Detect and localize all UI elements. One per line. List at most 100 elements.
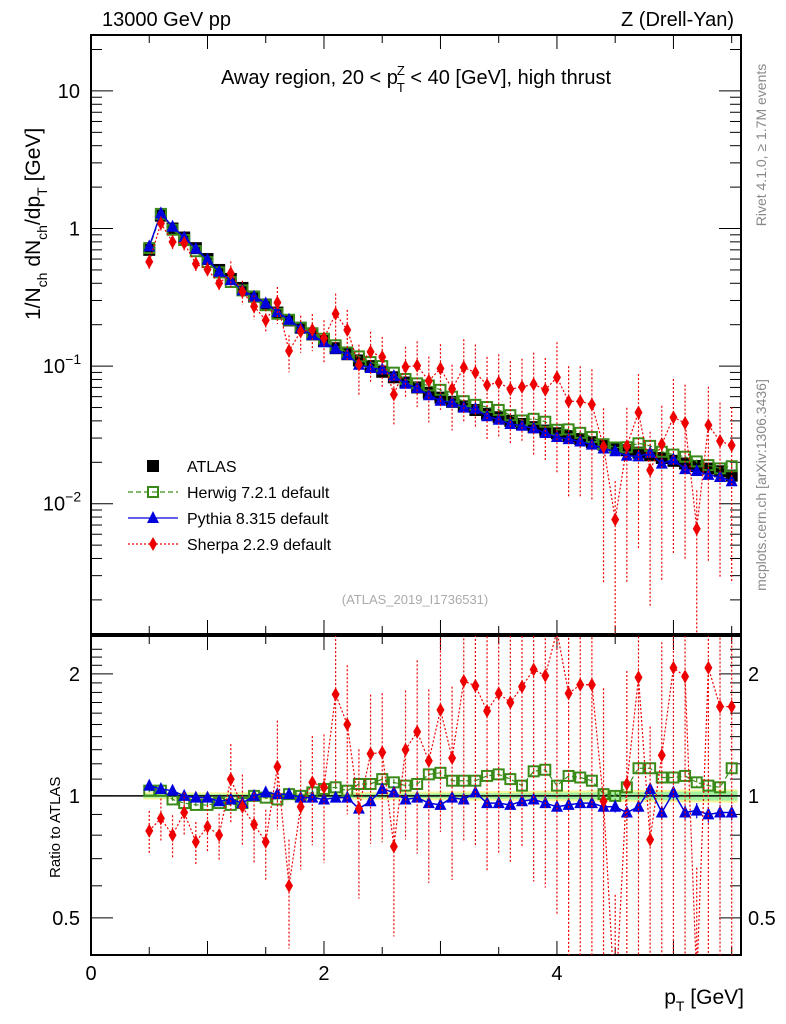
chart-title: Away region, 20 < pZ T < 40 [GeV], high t…	[221, 63, 612, 95]
legend-marker	[149, 537, 157, 551]
pythia-point	[667, 452, 680, 465]
x-tick-label: 2	[318, 963, 329, 985]
pythia-point	[213, 264, 226, 277]
pythia-ratio-point	[178, 788, 191, 801]
sherpa-ratio-point	[424, 753, 433, 768]
pythia-ratio-point	[143, 778, 156, 791]
sherpa-ratio-point	[448, 751, 457, 766]
pythia-point	[201, 252, 214, 265]
pythia-point	[341, 347, 354, 360]
sherpa-ratio-point	[622, 776, 631, 791]
pythia-ratio-point	[283, 787, 296, 800]
sherpa-ratio-point	[541, 668, 550, 683]
sherpa-point	[191, 256, 200, 271]
pythia-ratio-point	[329, 790, 342, 803]
pythia-ratio-point	[492, 796, 505, 809]
pythia-point	[154, 206, 167, 219]
sherpa-point	[354, 357, 363, 372]
pythia-ratio-point	[376, 781, 389, 794]
sherpa-point	[716, 434, 725, 449]
sherpa-point	[261, 313, 270, 328]
legend-entry-sherpa: Sherpa 2.2.9 default	[128, 537, 332, 554]
main-frame	[90, 34, 742, 635]
pythia-point	[189, 241, 202, 254]
ratio-panel: 0 2 4 2 2 1 1 0.5 0.5	[52, 635, 776, 985]
ratio-y-tick-label: 1	[69, 786, 80, 808]
sherpa-point	[483, 378, 492, 393]
sherpa-point	[168, 234, 177, 249]
sherpa-point	[611, 512, 620, 527]
sherpa-ratio-point	[203, 819, 212, 834]
herwig-ratio-point	[690, 776, 703, 789]
sherpa-point	[622, 439, 631, 454]
sherpa-ratio-point	[576, 677, 585, 692]
sherpa-ratio-point	[494, 686, 503, 701]
sherpa-ratio-point	[657, 748, 666, 763]
sherpa-ratio-point	[634, 670, 643, 685]
sherpa-ratio-point	[599, 794, 608, 809]
sherpa-point	[331, 306, 340, 321]
pythia-point	[259, 296, 272, 309]
herwig-line	[148, 212, 732, 470]
sherpa-point	[401, 359, 410, 374]
sherpa-point	[215, 276, 224, 291]
pythia-ratio-point	[550, 799, 563, 812]
sherpa-point	[541, 382, 550, 397]
pythia-point	[702, 467, 715, 480]
sherpa-point	[681, 415, 690, 430]
sherpa-point	[494, 375, 503, 390]
analysis-label: (ATLAS_2019_I1736531)	[342, 592, 488, 607]
x-axis-label: pT [GeV]	[664, 986, 744, 1014]
sherpa-point	[506, 382, 515, 397]
pythia-point	[585, 437, 598, 450]
legend-label: Sherpa 2.2.9 default	[187, 537, 332, 554]
sherpa-ratio-point	[681, 669, 690, 684]
sherpa-point	[250, 299, 259, 314]
ratio-y-axis-label: Ratio to ATLAS	[47, 777, 64, 878]
pythia-point	[679, 462, 692, 475]
sherpa-point	[529, 377, 538, 392]
pythia-point	[481, 409, 494, 422]
sherpa-point	[238, 284, 247, 299]
pythia-ratio-point	[166, 783, 179, 796]
legend-entry-herwig: Herwig 7.2.1 default	[128, 485, 330, 502]
main-y-axis-label: 1/Nch dNch/dpT [GeV]	[22, 128, 50, 320]
sherpa-ratio-point	[401, 742, 410, 757]
sherpa-point	[424, 373, 433, 388]
sherpa-ratio-point	[646, 832, 655, 847]
sherpa-point	[657, 437, 666, 452]
sherpa-point	[692, 521, 701, 536]
sherpa-point	[552, 370, 561, 385]
sherpa-ratio-point	[250, 817, 259, 832]
pythia-ratio-point	[341, 790, 354, 803]
sherpa-ratio-point	[226, 772, 235, 787]
y-tick-label: 10−2	[43, 489, 81, 516]
sherpa-ratio-point	[191, 834, 200, 849]
sherpa-ratio-point	[331, 687, 340, 702]
sherpa-ratio-point	[389, 839, 398, 854]
sherpa-ratio-point	[273, 759, 282, 774]
pythia-point	[562, 432, 575, 445]
sherpa-ratio-point	[413, 724, 422, 739]
sherpa-ratio-point	[354, 801, 363, 816]
ratio-y-tick-label: 0.5	[52, 908, 80, 930]
sherpa-ratio-point	[319, 780, 328, 795]
ratio-y-tick-label-right: 0.5	[748, 908, 776, 930]
sherpa-line	[148, 221, 732, 529]
pythia-point	[620, 448, 633, 461]
sherpa-ratio-point	[587, 677, 596, 692]
legend-marker	[147, 486, 159, 498]
legend-label: Pythia 8.315 default	[187, 511, 329, 528]
sherpa-ratio-point	[343, 717, 352, 732]
sherpa-ratio-point	[669, 660, 678, 675]
pythia-ratio-point	[446, 790, 459, 803]
sherpa-point	[319, 331, 328, 346]
sherpa-ratio-point	[261, 834, 270, 849]
sherpa-ratio-point	[145, 823, 154, 838]
sherpa-ratio-point	[506, 695, 515, 710]
legend: ATLAS Herwig 7.2.1 default Pythia 8.315 de…	[128, 459, 332, 554]
sherpa-point	[564, 394, 573, 409]
sherpa-point	[576, 394, 585, 409]
pythia-point	[143, 239, 156, 252]
x-tick-label: 0	[85, 963, 96, 985]
